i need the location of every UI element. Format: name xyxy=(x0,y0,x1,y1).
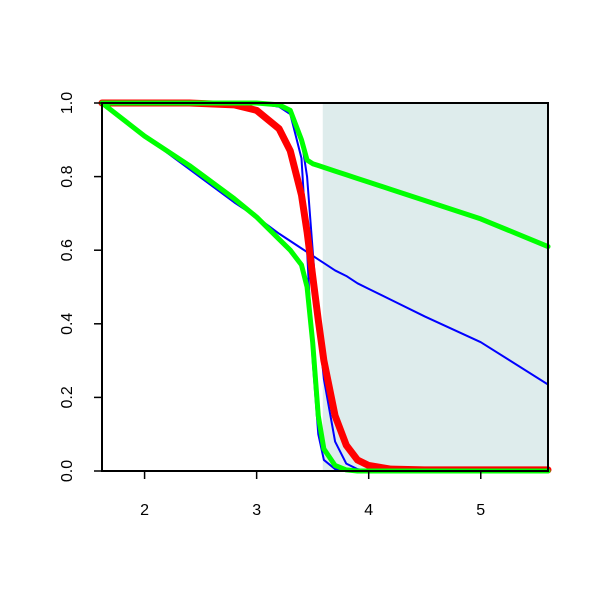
x-tick-label: 4 xyxy=(364,502,373,519)
y-tick-label: 0.6 xyxy=(59,239,76,261)
y-tick-label: 0.0 xyxy=(59,460,76,482)
shaded-region xyxy=(322,103,548,471)
y-tick-label: 0.8 xyxy=(59,165,76,187)
plot-frame xyxy=(101,102,549,472)
x-tick-label: 5 xyxy=(476,502,485,519)
y-tick-label: 1.0 xyxy=(59,92,76,114)
y-tick-label: 0.4 xyxy=(59,313,76,335)
y-tick-label: 0.2 xyxy=(59,386,76,408)
x-tick-label: 2 xyxy=(140,502,149,519)
x-tick-label: 3 xyxy=(252,502,261,519)
